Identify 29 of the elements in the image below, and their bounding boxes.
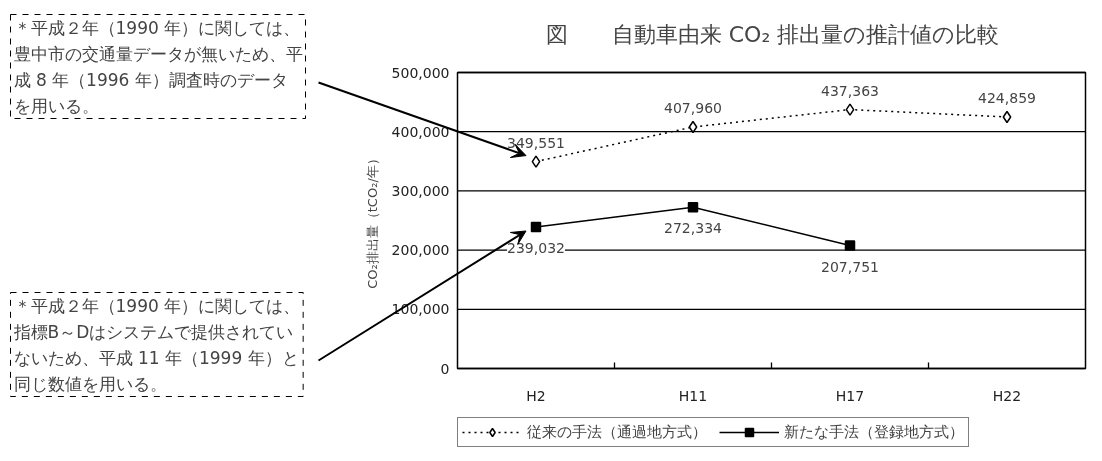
point: [687, 202, 699, 213]
data-label: 207,751: [821, 258, 879, 275]
data-label: 239,032: [507, 239, 565, 256]
point: [1002, 110, 1012, 124]
point: [688, 120, 698, 134]
chart-title: 図 自動車由来 CO₂ 排出量の推計値の比較: [545, 22, 1000, 47]
x-tick-label: H2: [526, 387, 546, 404]
y-axis-title: CO₂排出量（tCO₂/年）: [365, 152, 380, 289]
data-label: 437,363: [821, 82, 879, 99]
x-tick-label: H22: [992, 387, 1022, 404]
y-tick-label: 0: [440, 360, 450, 377]
legend-label: 新たな手法（登録地方式）: [784, 422, 964, 442]
point: [845, 103, 855, 116]
data-label: 407,960: [664, 99, 722, 116]
data-label: 424,859: [978, 89, 1036, 106]
y-tick-label: 300,000: [391, 182, 450, 199]
data-label: 272,334: [664, 220, 723, 237]
text: ＊平成２年（1990 年）に関しては、指標B～Dはシステムで提供されていないため、平成 11 年（1999 年）と同じ数値を用いる。: [12, 295, 301, 394]
data-label: 349,551: [507, 134, 565, 151]
x-tick-label: H17: [835, 387, 865, 404]
text: ＊平成２年（1990 年）に関しては、豊中市の交通量データが無いため、平成 8 年（1996 年）調査時のデータを用いる。: [13, 17, 303, 116]
legend-label: 従来の手法（通過地方式）: [527, 422, 707, 442]
y-tick-label: 200,000: [391, 242, 450, 259]
point: [844, 240, 856, 251]
point: [530, 221, 542, 233]
y-tick-label: 400,000: [391, 123, 450, 140]
y-tick-label: 500,000: [391, 64, 450, 81]
x-tick-label: H11: [678, 387, 708, 404]
point: [531, 155, 541, 168]
